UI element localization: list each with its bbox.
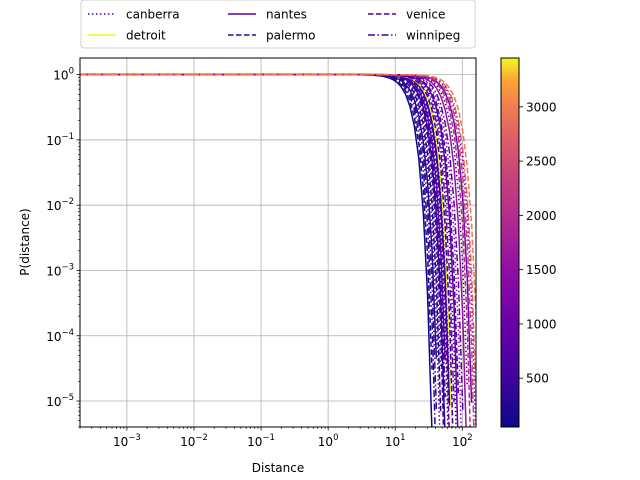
series-line — [80, 73, 438, 359]
colorbar-tick-label: 2000 — [526, 209, 557, 223]
x-tick-label: 10−2 — [180, 433, 208, 449]
x-tick-label: 10−3 — [113, 433, 141, 449]
legend-label: winnipeg — [406, 29, 460, 43]
series-line — [80, 73, 454, 427]
series-line — [80, 73, 462, 427]
legend-box — [80, 0, 476, 49]
series-line — [80, 73, 442, 370]
colorbar-tick-label: 500 — [526, 372, 549, 386]
series-line — [80, 73, 446, 361]
y-tick-label: 10−2 — [46, 197, 74, 213]
legend-label: canberra — [126, 8, 180, 22]
y-tick-label: 10−1 — [46, 132, 74, 148]
series-line — [80, 73, 446, 427]
series-lines — [80, 73, 476, 427]
series-line — [80, 73, 455, 403]
colorbar-tick-label: 2500 — [526, 155, 557, 169]
grid — [80, 58, 476, 427]
series-line — [80, 73, 441, 427]
colorbar-tick-label: 1000 — [526, 317, 557, 331]
series-line — [80, 73, 451, 373]
legend-label: palermo — [266, 29, 315, 43]
x-axis-label: Distance — [252, 461, 304, 475]
y-tick-label: 10−5 — [46, 393, 74, 409]
series-line — [80, 73, 475, 427]
legend-label: venice — [406, 8, 445, 22]
series-line — [80, 73, 467, 427]
series-line — [80, 73, 464, 410]
series-line — [80, 73, 445, 427]
x-tick-label: 101 — [385, 433, 406, 449]
series-line — [80, 73, 476, 316]
colorbar-tick-label: 3000 — [526, 100, 557, 114]
plot-frame — [79, 57, 477, 428]
series-line — [80, 73, 442, 415]
legend-label: nantes — [266, 8, 307, 22]
x-tick-label: 100 — [318, 433, 339, 449]
series-line — [80, 73, 451, 406]
colorbar: 500 1000 1500 2000 2500 3000 — [500, 57, 557, 428]
x-tick-label: 10−1 — [247, 433, 275, 449]
series-line — [80, 73, 450, 427]
series-line — [80, 73, 459, 427]
series-line — [80, 73, 453, 427]
series-line — [80, 73, 473, 403]
series-line — [80, 73, 446, 398]
series-line — [80, 73, 468, 385]
x-tick-label: 102 — [452, 433, 473, 449]
y-tick-label: 10−3 — [46, 262, 74, 278]
series-line — [80, 73, 449, 427]
series-line — [80, 73, 433, 370]
series-line — [80, 73, 457, 427]
colorbar-tick-label: 1500 — [526, 263, 557, 277]
y-tick-label: 10−4 — [46, 328, 74, 344]
series-line — [80, 73, 460, 395]
x-axis-ticks: 10−3 10−2 10−1 100 101 102 — [79, 427, 473, 449]
y-axis-label: P(distance) — [18, 208, 32, 275]
y-tick-label: 100 — [53, 67, 74, 83]
series-line — [80, 73, 438, 410]
series-line — [80, 73, 436, 427]
legend-label: detroit — [126, 29, 166, 43]
series-line — [80, 73, 433, 427]
colorbar-gradient — [500, 57, 520, 428]
legend: canberra nantes venice detroit palermo winnip… — [80, 0, 476, 49]
y-axis-ticks: 10−5 10−4 10−3 10−2 10−1 100 — [46, 67, 80, 428]
series-line — [80, 73, 471, 427]
